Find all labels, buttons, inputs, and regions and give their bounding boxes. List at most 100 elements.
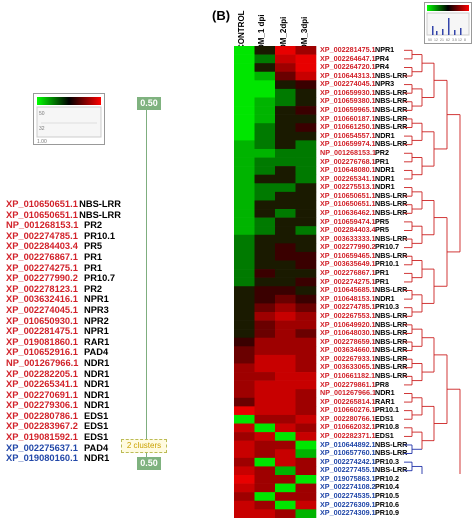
right-color-scale: 50 12 21 62 3.5 12 8 [424,2,472,44]
heatmap-cell [275,329,296,339]
gene-row: NP_001267966.1 NDR1 [320,389,407,398]
heatmap-cell [254,354,276,364]
gene-name: NDR1 [84,379,110,390]
gene-accession: XP_002270691.1 [6,389,78,400]
gene-name: NDR1 [84,368,110,379]
gene-row: XP_002281475.1 NPR1 [6,326,121,337]
heatmap-cell [254,329,276,339]
gene-accession: XP_010662032.1 [320,422,376,432]
gene-row: XP_019081592.1 EDS1 [6,432,121,443]
gene-accession: XP_010650651.1 [320,190,376,200]
gene-accession: NP_001268153.1 [320,147,376,157]
gene-name: NBS-LRR [375,465,408,475]
gene-row: XP_010649920.1 NBS-LRR [320,319,408,330]
heatmap-cell [275,466,296,476]
gene-row: XP_002270691.1 NDR1 [6,390,121,401]
gene-name: NPR1 [375,45,395,54]
heatmap-cell [254,303,276,313]
gene-row: XP_002284403.4 PR5 [6,241,121,252]
cluster-threshold-bottom: 0.50 [137,457,161,470]
heatmap-cell [295,54,317,64]
gene-name: PR10.8 [375,422,399,432]
heatmap-cell [275,131,296,141]
heatmap-cell [254,80,276,90]
left-scale-tick: 32 [39,126,45,132]
heatmap-cell [295,217,317,227]
heatmap-cell [234,500,255,510]
right-scale-tick: 8 [464,38,466,42]
heatmap-cell [295,414,317,424]
heatmap-cell [234,226,255,236]
gene-accession: XP_019081860.1 [6,336,78,347]
gene-row: XP_002278659.1 NBS-LRR [320,337,407,347]
gene-row: XP_002265814.1 RAR1 [320,397,407,407]
gene-name: NBS-LRR [375,105,408,115]
gene-row: NP_001267966.1 NDR1 [6,358,121,369]
gene-name: PR10.1 [84,230,116,241]
heatmap-cell [234,457,255,467]
heatmap-cell [275,251,296,261]
left-color-scale: 1.00 50 32 [33,93,105,145]
gene-name: PR2 [84,220,103,231]
gene-row: XP_010648153.1 NDR1 [320,294,407,304]
right-scale-tick: 50 [428,38,432,42]
heatmap-cell [234,71,255,81]
heatmap-cell [275,46,296,55]
gene-row: XP_002274045.1 NPR3 [6,305,121,316]
gene-row: XP_002277990.2 PR10.7 [6,273,121,284]
column-header-dm3: DM_3dpi [300,16,309,50]
heatmap-cell [234,174,255,184]
gene-name: PR5 [375,216,389,226]
gene-row: XP_019080160.1 NDR1 [6,453,121,464]
gene-row: XP_002281475.1 NPR1 [320,45,407,55]
heatmap-cell [254,423,276,433]
right-scale-tick: 12 [458,38,462,42]
heatmap-cell [234,157,255,167]
gene-row: XP_002279861.1 PR8 [320,380,407,390]
gene-accession: XP_002275637.1 [6,442,78,453]
heatmap-cell [234,46,255,55]
heatmap-cell [295,492,317,502]
gene-name: NDR1 [375,182,395,192]
heatmap-cell [295,354,317,364]
gene-row: XP_010648030.1 NBS-LRR [320,328,407,338]
heatmap-cell [234,131,255,141]
heatmap-cell [254,346,276,356]
heatmap-cell [254,166,276,175]
gene-name: NBS-LRR [375,250,408,260]
gene-row: XP_010659474.1 PR5 [320,216,407,227]
heatmap-cell [295,286,317,296]
heatmap-cell [234,80,255,90]
gene-row: XP_002276867.1 PR1 [320,268,407,278]
gene-row: XP_002276768.1 PR1 [320,157,407,167]
gene-row: XP_002282205.1 NDR1 [6,369,121,380]
gene-accession: XP_010661250.1 [320,122,376,132]
gene-accession: XP_010644892.1 [320,439,376,449]
heatmap-cell [275,406,296,416]
gene-accession: XP_002274275.1 [320,276,376,286]
gene-row: XP_002274535.1 PR10.5 [320,491,407,501]
gene-name: NBS-LRR [375,319,408,329]
heatmap-cell [234,200,255,210]
gene-row: XP_002274045.1 NPR3 [320,80,407,89]
heatmap-cell [234,277,255,287]
gene-row: XP_010636462.1 NBS-LRR [320,208,407,218]
heatmap-cell [234,88,255,98]
heatmap-cell [254,157,276,167]
heatmap-cell [295,46,317,55]
gene-accession: XP_010654557.1 [320,130,376,140]
gene-name: PR4 [375,53,389,63]
gene-name: PR10.1 [375,405,399,415]
gene-row: XP_010650651.1 NBS-LRR [320,200,407,209]
heatmap-cell [295,449,317,459]
heatmap-cell [254,380,276,390]
heatmap-cell [275,269,296,278]
gene-row: XP_010650651.1 NBS-LRR [320,190,407,201]
gene-name: EDS1 [84,421,109,432]
heatmap-cell [295,200,317,210]
heatmap-cell [254,251,276,261]
heatmap-cell [275,320,296,330]
gene-row: NP_001268153.1 PR2 [6,220,121,231]
heatmap-cell [295,80,317,90]
heatmap-cell [234,354,255,364]
